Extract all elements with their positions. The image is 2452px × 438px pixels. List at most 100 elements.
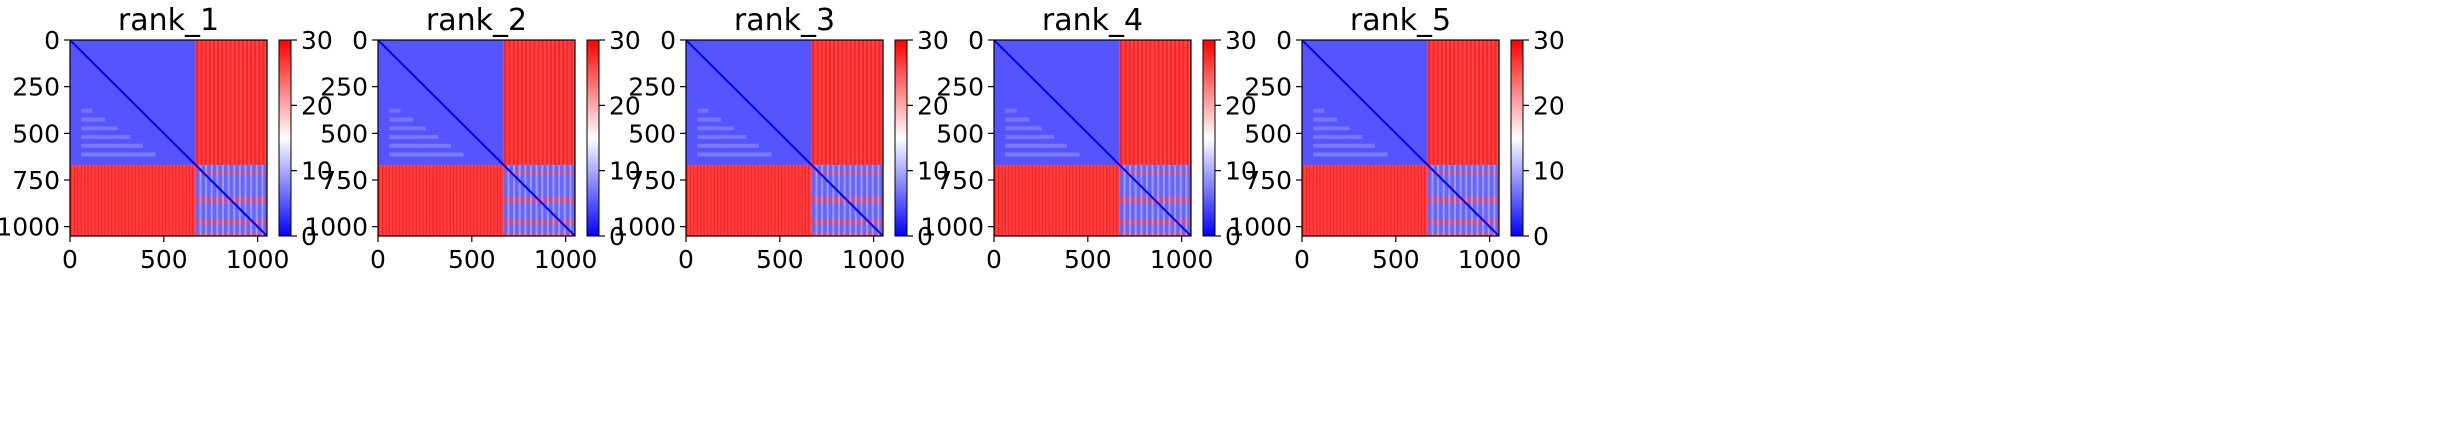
heatmap-texture	[1418, 165, 1421, 236]
heatmap-texture	[506, 40, 509, 166]
heatmap-texture	[1006, 165, 1009, 236]
heatmap-texture	[260, 40, 263, 166]
heatmap-texture	[1070, 165, 1073, 236]
heatmap-texture	[785, 165, 788, 236]
heatmap-texture	[854, 165, 857, 236]
heatmap-texture	[775, 165, 778, 236]
heatmap-texture	[109, 165, 112, 236]
heatmap-texture	[868, 40, 871, 166]
heatmap-texture	[227, 165, 230, 236]
heatmap-texture	[531, 40, 534, 166]
heatmap-texture	[731, 165, 734, 236]
heatmap-texture	[206, 40, 209, 166]
heatmap-texture	[1303, 165, 1306, 236]
heatmap-texture	[389, 152, 464, 157]
heatmap-texture	[252, 40, 255, 166]
heatmap-texture	[389, 117, 414, 122]
heatmap-texture	[136, 165, 139, 236]
heatmap-texture	[558, 165, 561, 236]
heatmap-texture	[552, 165, 555, 236]
heatmap-texture	[491, 165, 494, 236]
heatmap-texture	[389, 126, 426, 131]
colorbar-tick-label: 0	[1533, 222, 1549, 251]
heatmap-texture	[190, 165, 193, 236]
heatmap-texture	[223, 40, 226, 166]
heatmap-texture	[389, 108, 401, 113]
heatmap-texture	[818, 40, 821, 166]
heatmap-texture	[464, 165, 467, 236]
heatmap-texture	[195, 232, 267, 236]
heatmap-texture	[169, 165, 172, 236]
heatmap-texture	[1493, 165, 1496, 236]
heatmap-texture	[789, 165, 792, 236]
heatmap-texture	[866, 165, 869, 236]
heatmap-texture	[1076, 165, 1079, 236]
heatmap-texture	[176, 165, 179, 236]
heatmap-texture	[183, 165, 186, 236]
heatmap-texture	[814, 40, 817, 166]
heatmap-diagonal	[378, 40, 575, 236]
heatmap-texture	[1005, 117, 1030, 122]
heatmap-texture	[1012, 165, 1015, 236]
heatmap-texture	[772, 165, 775, 236]
heatmap-texture	[1437, 165, 1440, 236]
heatmap-texture	[728, 165, 731, 236]
heatmap-image	[70, 40, 267, 236]
heatmap-texture	[1434, 40, 1437, 166]
heatmap-texture	[738, 165, 741, 236]
x-tick-label: 0	[986, 245, 1002, 274]
heatmap-texture	[179, 165, 182, 236]
heatmap-texture	[1002, 165, 1005, 236]
heatmap-texture	[78, 165, 81, 236]
y-tick-label: 1000	[304, 213, 368, 242]
heatmap-texture	[239, 40, 242, 166]
heatmap-texture	[843, 165, 846, 236]
heatmap-texture	[518, 165, 521, 236]
x-tick-label: 1000	[842, 245, 906, 274]
heatmap-texture	[832, 165, 835, 236]
heatmap-texture	[1415, 165, 1418, 236]
chart-title: rank_3	[734, 3, 835, 38]
heatmap-texture	[396, 165, 399, 236]
colorbar-tick-label: 20	[917, 91, 949, 120]
heatmap-texture	[389, 135, 439, 140]
heatmap-texture	[1408, 165, 1411, 236]
colorbar-tick-label: 10	[301, 157, 333, 186]
heatmap-texture	[697, 108, 709, 113]
heatmap-texture	[420, 165, 423, 236]
heatmap-texture	[1313, 117, 1338, 122]
colorbar-tick-label: 20	[1533, 91, 1565, 120]
x-tick-label: 0	[678, 245, 694, 274]
heatmap-texture	[711, 165, 714, 236]
chart-title: rank_5	[1350, 3, 1451, 38]
heatmap-texture	[876, 40, 879, 166]
heatmap-texture	[564, 40, 567, 166]
heatmap-texture	[122, 165, 125, 236]
colorbar-tick-label: 0	[1225, 222, 1241, 251]
heatmap-texture	[1320, 165, 1323, 236]
heatmap-texture	[1163, 40, 1166, 166]
heatmap-texture	[221, 165, 224, 236]
heatmap-texture	[81, 117, 106, 122]
heatmap-texture	[219, 40, 222, 166]
heatmap-texture	[447, 165, 450, 236]
axes-frame	[685, 39, 884, 237]
heatmap-texture	[1122, 40, 1125, 166]
heatmap-texture	[708, 165, 711, 236]
heatmap-texture	[163, 165, 166, 236]
heatmap-texture	[546, 165, 549, 236]
y-tick-label: 1000	[1228, 213, 1292, 242]
x-tick-label: 500	[140, 245, 188, 274]
heatmap-texture	[698, 165, 701, 236]
heatmap-texture	[826, 40, 829, 166]
heatmap-texture	[831, 40, 834, 166]
heatmap-texture	[1411, 165, 1414, 236]
heatmap-texture	[880, 40, 883, 166]
heatmap-texture	[826, 165, 829, 236]
heatmap-texture	[539, 40, 542, 166]
heatmap-texture	[1005, 135, 1055, 140]
x-tick-label: 1000	[1150, 245, 1214, 274]
heatmap-texture	[81, 108, 93, 113]
colorbar-tick-label: 30	[301, 26, 333, 55]
